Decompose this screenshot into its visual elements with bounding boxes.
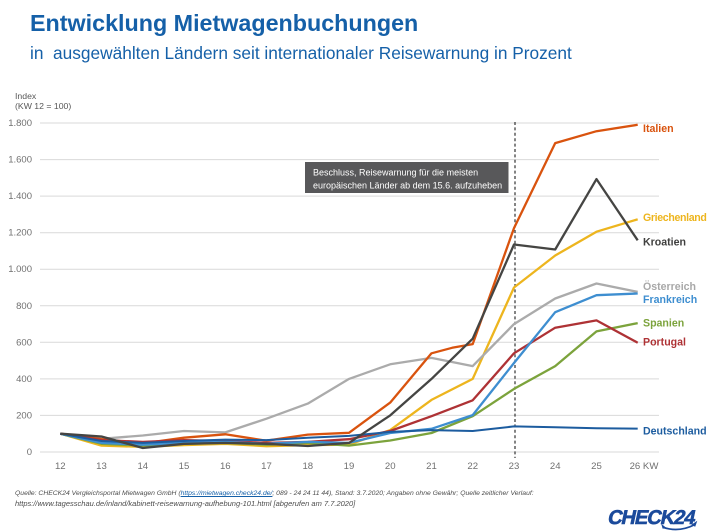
svg-text:Portugal: Portugal — [643, 337, 686, 349]
svg-text:26 KW: 26 KW — [630, 461, 660, 472]
svg-text:Deutschland: Deutschland — [643, 426, 707, 438]
svg-text:Österreich: Österreich — [643, 280, 696, 293]
svg-text:Griechenland: Griechenland — [643, 212, 707, 224]
svg-text:800: 800 — [16, 301, 32, 312]
svg-text:20: 20 — [385, 461, 396, 472]
svg-text:europäischen Länder ab dem 15.: europäischen Länder ab dem 15.6. aufzuhe… — [313, 181, 502, 191]
svg-text:12: 12 — [55, 461, 66, 472]
svg-text:600: 600 — [16, 337, 32, 348]
svg-text:Spanien: Spanien — [643, 318, 684, 330]
svg-text:16: 16 — [220, 461, 231, 472]
svg-text:14: 14 — [137, 461, 148, 472]
svg-text:Beschluss, Reisewarnung für di: Beschluss, Reisewarnung für die meisten — [313, 168, 478, 178]
svg-text:17: 17 — [261, 461, 272, 472]
svg-text:19: 19 — [344, 461, 355, 472]
svg-text:23: 23 — [509, 461, 520, 472]
svg-text:Kroatien: Kroatien — [643, 237, 686, 249]
svg-text:24: 24 — [550, 461, 561, 472]
svg-text:15: 15 — [179, 461, 190, 472]
svg-text:18: 18 — [302, 461, 313, 472]
svg-text:200: 200 — [16, 410, 32, 421]
svg-text:1.400: 1.400 — [8, 191, 32, 202]
svg-text:1.800: 1.800 — [8, 118, 32, 129]
svg-text:22: 22 — [467, 461, 478, 472]
svg-text:1.000: 1.000 — [8, 264, 32, 275]
svg-text:1.200: 1.200 — [8, 228, 32, 239]
svg-text:0: 0 — [27, 447, 32, 458]
svg-text:Italien: Italien — [643, 123, 674, 135]
svg-text:CHECK24: CHECK24 — [607, 507, 699, 529]
svg-text:400: 400 — [16, 374, 32, 385]
svg-text:21: 21 — [426, 461, 437, 472]
svg-text:1.600: 1.600 — [8, 155, 32, 166]
svg-text:13: 13 — [96, 461, 107, 472]
svg-text:25: 25 — [591, 461, 602, 472]
svg-text:Frankreich: Frankreich — [643, 294, 697, 306]
